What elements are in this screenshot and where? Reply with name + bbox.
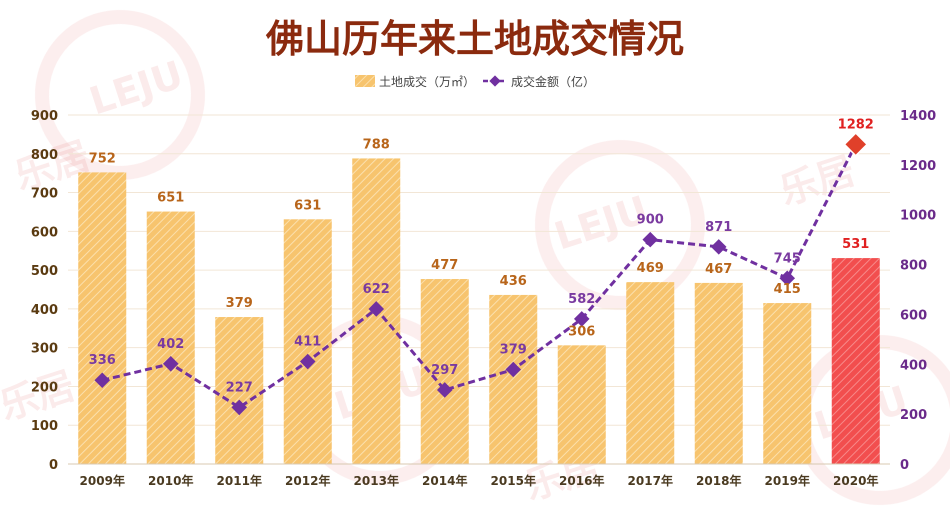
x-tick-label: 2013年 [354, 473, 399, 488]
watermark-brand: LEJU [84, 52, 188, 123]
bar-data-label: 788 [363, 137, 390, 152]
bar [626, 282, 675, 464]
line-point [162, 356, 179, 372]
bar [557, 345, 606, 464]
bar-data-label: 752 [89, 151, 116, 166]
bar [215, 317, 264, 464]
y-right-tick-label: 600 [900, 308, 927, 323]
line-data-label: 297 [431, 363, 458, 378]
line-data-label: 900 [637, 213, 664, 228]
bar-data-label: 631 [294, 198, 321, 213]
x-tick-label: 2010年 [148, 473, 193, 488]
y-left-tick-label: 700 [31, 187, 58, 202]
y-right-tick-label: 400 [900, 358, 927, 373]
bar-data-label: 306 [568, 324, 595, 339]
line-point [642, 231, 659, 248]
bar [78, 172, 127, 464]
x-tick-label: 2012年 [285, 473, 330, 488]
y-right-tick-label: 1400 [900, 109, 936, 124]
y-right-tick-label: 0 [900, 458, 909, 473]
bar-highlight [831, 258, 880, 464]
bar-data-label: 469 [637, 261, 664, 276]
x-tick-label: 2015年 [491, 473, 536, 488]
y-left-tick-label: 500 [31, 264, 58, 279]
line-data-label: 379 [500, 343, 527, 358]
line-point [710, 239, 727, 255]
bar-data-label: 467 [705, 262, 732, 277]
bar-data-label: 379 [226, 296, 253, 311]
y-right-tick-label: 1200 [900, 159, 936, 174]
bar-data-label: 531 [842, 237, 869, 252]
line-data-label: 745 [774, 251, 801, 266]
bar-data-label: 436 [500, 274, 527, 289]
bar [283, 219, 332, 464]
watermark-text: 乐居 [774, 148, 860, 213]
y-left-tick-label: 200 [31, 380, 58, 395]
line-data-label: 582 [568, 292, 595, 307]
y-left-tick-label: 600 [31, 225, 58, 240]
x-tick-label: 2018年 [696, 473, 741, 488]
line-data-label: 227 [226, 380, 253, 395]
bar [489, 294, 538, 464]
legend-swatch-marker [489, 75, 501, 87]
line-data-label: 1282 [838, 117, 874, 132]
y-left-tick-label: 800 [31, 148, 58, 163]
bar [763, 303, 812, 464]
line-data-label: 402 [157, 337, 184, 352]
line-data-label: 622 [363, 282, 390, 297]
line-data-label: 411 [294, 335, 321, 350]
y-left-tick-label: 0 [49, 458, 58, 473]
bar-data-label: 477 [431, 258, 458, 273]
axes: 0 100 200 300 400 500 600 700 800 900 0 200 400 600 80… [31, 109, 936, 488]
x-tick-label: 2019年 [765, 473, 810, 488]
y-left-tick-label: 300 [31, 342, 58, 357]
chart-title: 佛山历年来土地成交情况 [265, 16, 684, 61]
legend-swatch-bar [355, 75, 375, 87]
y-right-tick-label: 1000 [900, 209, 936, 224]
y-right-tick-label: 200 [900, 408, 927, 423]
x-tick-label: 2009年 [80, 473, 125, 488]
legend-label-line: 成交金额（亿） [511, 74, 595, 89]
legend: 土地成交（万㎡） 成交金额（亿） [355, 74, 595, 89]
bar-data-label: 415 [774, 282, 801, 297]
x-tick-label: 2016年 [559, 473, 604, 488]
data-labels: 752 651 379 631 788 477 436 306 469 467 415 531 336 4… [89, 117, 874, 395]
line-data-label: 336 [89, 353, 116, 368]
y-right-tick-label: 800 [900, 259, 927, 274]
line-point [231, 399, 248, 416]
x-tick-label: 2017年 [628, 473, 673, 488]
bar [146, 211, 195, 464]
line-path [101, 143, 858, 410]
y-left-tick-label: 900 [31, 109, 58, 124]
line-point-highlight [843, 132, 869, 157]
y-left-tick-label: 400 [31, 303, 58, 318]
x-tick-label: 2011年 [217, 473, 262, 488]
bar-series [78, 158, 880, 465]
line-series [94, 132, 869, 416]
x-tick-label: 2014年 [422, 473, 467, 488]
bar-data-label: 651 [157, 191, 184, 206]
y-left-tick-label: 100 [31, 419, 58, 434]
legend-label-bar: 土地成交（万㎡） [379, 74, 475, 89]
x-tick-label: 2020年 [833, 473, 878, 488]
line-data-label: 871 [705, 220, 732, 235]
bar [694, 282, 743, 464]
